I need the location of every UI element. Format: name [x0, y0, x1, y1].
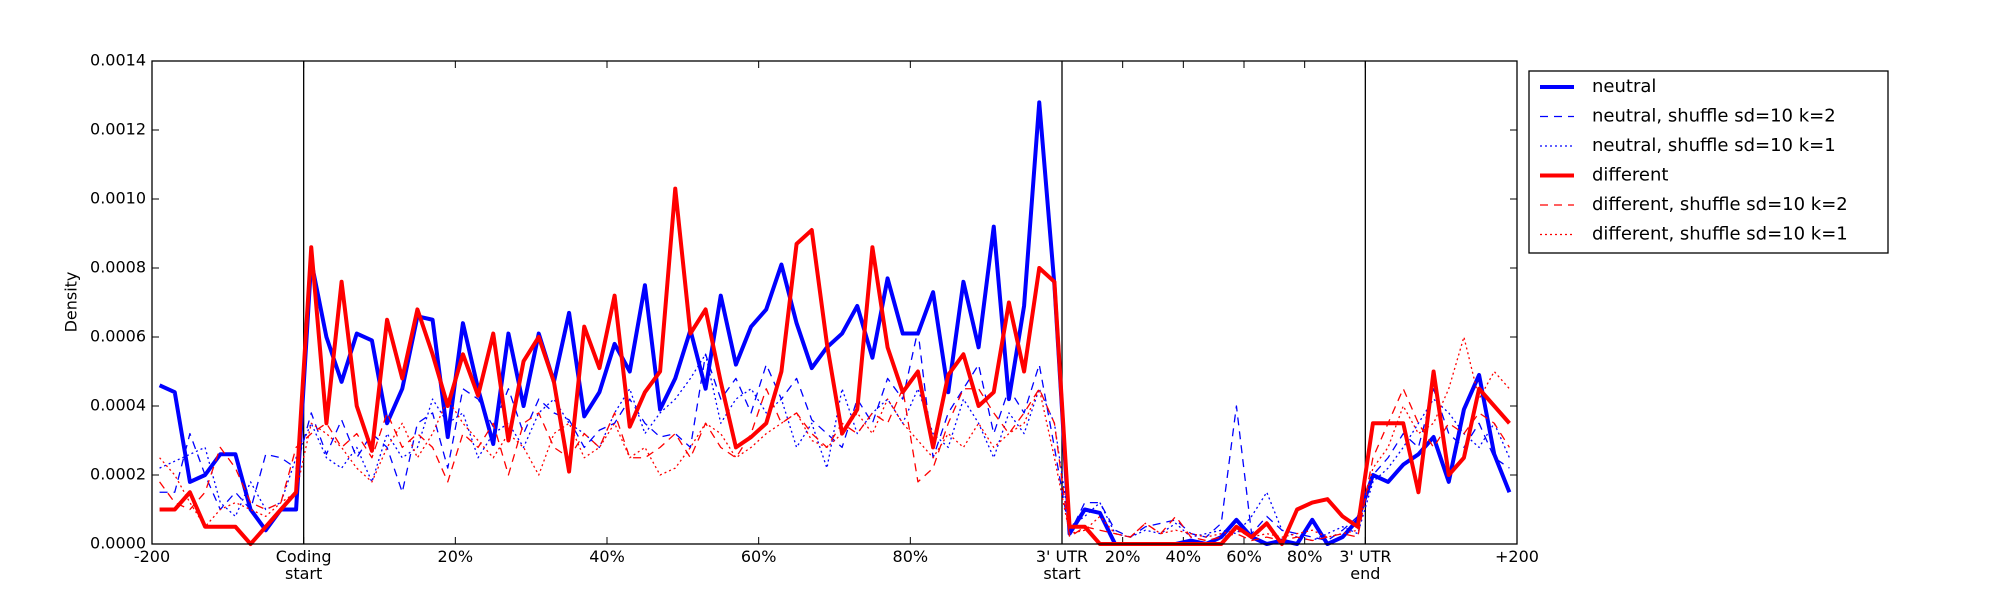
plot-frame: [151, 60, 1518, 545]
x-tick-label: +200: [1495, 549, 1539, 566]
x-tick-label: -200: [133, 549, 171, 566]
legend-label: neutral: [1592, 76, 1656, 97]
x-tick-label-box: Coding start: [275, 549, 332, 583]
x-tick-label: 60%: [1226, 549, 1262, 566]
x-tick-label-box: 3' UTR end: [1339, 549, 1392, 583]
x-tick-label-box: 60%: [1226, 549, 1262, 566]
x-tick-label: 40%: [1165, 549, 1202, 566]
x-tick-label: 60%: [740, 549, 777, 566]
x-tick-label: 20%: [1104, 549, 1141, 566]
y-tick-label: 0.0006: [90, 327, 146, 346]
x-tick-label: 20%: [437, 549, 474, 566]
y-tick-label: 0.0004: [90, 396, 146, 415]
x-tick-label-box: 40%: [1165, 549, 1202, 566]
x-tick-label-box: 20%: [437, 549, 474, 566]
y-tick-label: 0.0010: [90, 189, 146, 208]
series-line: [159, 336, 1510, 538]
x-tick-label-box: 40%: [589, 549, 625, 566]
legend-label: different, shuffle sd=10 k=2: [1592, 194, 1848, 215]
x-tick-label-box: -200: [133, 549, 171, 566]
x-tick-label: 3' UTR start: [1035, 549, 1089, 583]
series-line: [159, 353, 1511, 542]
x-tick-label-box: 3' UTR start: [1035, 549, 1089, 583]
y-tick-label: 0.0008: [90, 258, 146, 277]
series-line: [158, 100, 1512, 546]
x-tick-label-box: +200: [1495, 549, 1539, 566]
series-line: [159, 186, 1511, 546]
y-tick-label: 0.0014: [90, 51, 146, 70]
y-tick-label: 0.0002: [90, 465, 146, 484]
x-tick-label-box: 60%: [740, 549, 777, 566]
legend-label: different, shuffle sd=10 k=1: [1592, 224, 1848, 245]
x-tick-label-box: 80%: [1286, 549, 1323, 566]
x-tick-label-box: 80%: [892, 549, 929, 566]
y-axis-label: Density: [62, 272, 81, 333]
series-line: [159, 388, 1510, 542]
x-tick-label: 80%: [892, 549, 929, 566]
legend-label: neutral, shuffle sd=10 k=2: [1592, 106, 1836, 127]
x-tick-label-box: 20%: [1104, 549, 1141, 566]
legend-label: different: [1592, 165, 1668, 186]
x-tick-label: 40%: [589, 549, 625, 566]
y-tick-label: 0.0000: [90, 534, 146, 553]
y-tick-label: 0.0012: [90, 120, 146, 139]
legend-box: [1528, 70, 1889, 254]
x-tick-label: Coding start: [275, 549, 332, 583]
x-tick-label: 3' UTR end: [1339, 549, 1392, 583]
legend-label: neutral, shuffle sd=10 k=1: [1592, 135, 1836, 156]
x-tick-label: 80%: [1286, 549, 1323, 566]
